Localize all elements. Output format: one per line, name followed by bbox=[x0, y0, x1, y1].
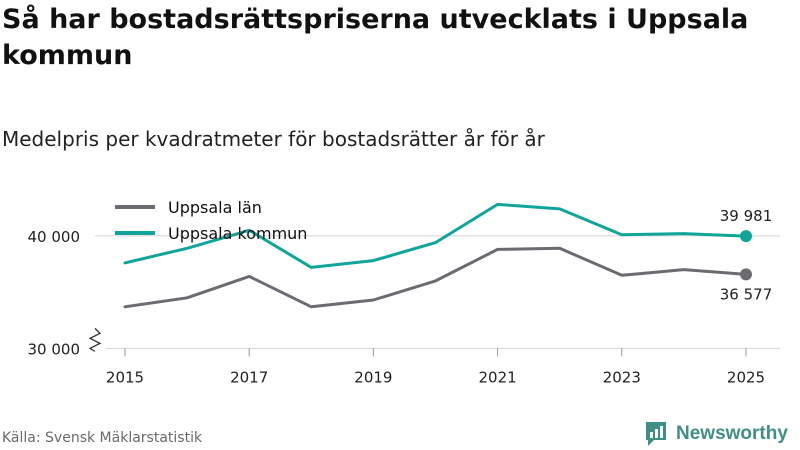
chart-title: Så har bostadsrättspriserna utvecklats i… bbox=[2, 4, 749, 71]
y-tick-label: 40 000 bbox=[28, 228, 81, 246]
axis-break-icon bbox=[88, 327, 102, 352]
axis-break-mask bbox=[84, 328, 106, 351]
line-chart: 30 000 40 000 2015 2017 2019 2021 2023 2025 36 5… bbox=[28, 198, 780, 386]
x-tick-label: 2017 bbox=[230, 368, 268, 386]
source-note: Källa: Svensk Mäklarstatistik bbox=[2, 430, 203, 446]
data-point-lan bbox=[740, 268, 752, 281]
x-tick-label: 2025 bbox=[727, 368, 765, 386]
x-tick-label: 2021 bbox=[479, 368, 517, 386]
x-tick-label: 2015 bbox=[106, 368, 144, 386]
end-value-label-kommun: 39 981 bbox=[720, 207, 773, 225]
brand-logo: Newsworthy bbox=[644, 420, 788, 448]
y-tick-label: 30 000 bbox=[28, 340, 81, 358]
data-point-kommun bbox=[740, 230, 752, 243]
series-line-lan bbox=[123, 246, 748, 309]
x-tick-label: 2019 bbox=[354, 368, 392, 386]
chart-subtitle: Medelpris per kvadratmeter för bostadsrä… bbox=[2, 127, 545, 151]
legend-label-lan: Uppsala län bbox=[168, 198, 262, 217]
x-tick-label: 2023 bbox=[603, 368, 641, 386]
end-value-label-lan: 36 577 bbox=[720, 285, 773, 303]
newsworthy-logo-icon bbox=[646, 422, 666, 446]
series-line-kommun bbox=[123, 202, 748, 269]
brand-name: Newsworthy bbox=[676, 423, 788, 444]
legend-label-kommun: Uppsala kommun bbox=[168, 224, 307, 243]
